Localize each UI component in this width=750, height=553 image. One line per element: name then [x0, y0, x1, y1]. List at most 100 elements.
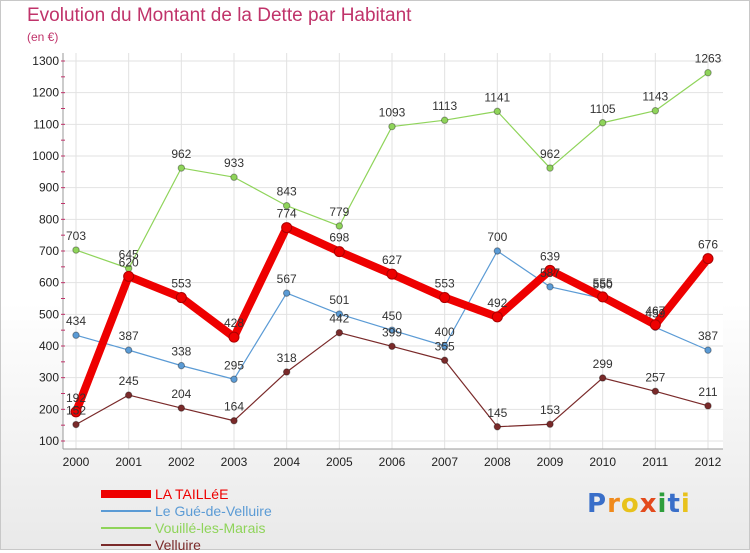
- legend: LA TAILLéE Le Gué-de-Velluire Vouillé-les-…: [101, 485, 272, 553]
- data-point: [704, 346, 712, 354]
- data-point: [440, 356, 449, 364]
- data-label: 1105: [590, 102, 616, 116]
- data-label: 1141: [484, 90, 510, 104]
- y-tick-label: 700: [39, 244, 59, 258]
- data-label: 257: [645, 370, 665, 384]
- legend-swatch: [101, 489, 151, 498]
- data-label: 467: [645, 304, 665, 318]
- y-tick-label: 900: [39, 181, 59, 195]
- data-label: 245: [119, 374, 139, 388]
- data-label: 442: [329, 312, 349, 326]
- data-point: [177, 164, 186, 172]
- data-point: [546, 420, 554, 428]
- x-tick-label: 2010: [589, 455, 616, 469]
- data-label: 676: [698, 238, 718, 252]
- data-label: 434: [66, 314, 86, 328]
- data-label: 567: [277, 272, 297, 286]
- x-tick-label: 2007: [431, 455, 458, 469]
- data-point: [544, 264, 556, 276]
- data-point: [177, 361, 186, 370]
- data-label: 555: [593, 276, 613, 290]
- x-tick-label: 2004: [273, 455, 300, 469]
- data-point: [230, 417, 238, 425]
- legend-swatch: [101, 526, 151, 529]
- data-label: 501: [329, 293, 349, 307]
- x-tick-label: 2005: [326, 455, 353, 469]
- data-label: 843: [277, 185, 297, 199]
- data-point: [72, 246, 80, 254]
- data-point: [546, 164, 554, 172]
- y-tick-label: 1200: [32, 86, 59, 100]
- chart-title: Evolution du Montant de la Dette par Hab…: [27, 5, 412, 26]
- data-point: [651, 107, 660, 115]
- data-point: [651, 387, 660, 395]
- logo-letter: o: [620, 489, 640, 519]
- x-tick-label: 2001: [115, 455, 142, 469]
- y-tick-label: 500: [39, 307, 59, 321]
- data-label: 400: [435, 325, 455, 339]
- data-label: 645: [119, 247, 139, 261]
- data-point: [440, 342, 449, 350]
- data-label: 587: [540, 266, 560, 280]
- data-label: 1113: [432, 99, 457, 113]
- logo-letter: r: [607, 489, 621, 519]
- data-point: [230, 375, 238, 383]
- data-point: [597, 291, 609, 303]
- data-point: [386, 268, 398, 280]
- logo-letter: P: [587, 489, 608, 519]
- data-point: [124, 346, 133, 354]
- data-label: 933: [224, 156, 244, 170]
- data-point: [491, 311, 503, 323]
- data-point: [388, 122, 396, 131]
- x-tick-label: 2003: [221, 455, 248, 469]
- x-tick-label: 2009: [537, 455, 564, 469]
- legend-item: Velluire: [101, 536, 272, 553]
- data-label: 1093: [379, 106, 406, 120]
- data-label: 295: [224, 358, 244, 372]
- data-label: 459: [645, 306, 665, 320]
- data-point: [702, 253, 714, 265]
- data-label: 428: [224, 316, 244, 330]
- data-label: 698: [329, 231, 349, 245]
- data-label: 164: [224, 400, 244, 414]
- data-point: [649, 319, 661, 331]
- data-label: 1263: [695, 52, 722, 66]
- legend-label: LA TAILLéE: [155, 485, 229, 502]
- data-label: 627: [382, 253, 402, 267]
- data-label: 211: [698, 385, 717, 399]
- legend-label: Le Gué-de-Velluire: [155, 502, 272, 519]
- x-tick-label: 2012: [695, 455, 722, 469]
- legend-swatch: [101, 543, 151, 546]
- data-label: 204: [171, 387, 191, 401]
- data-point: [72, 420, 80, 429]
- data-label: 450: [382, 309, 402, 323]
- data-point: [598, 119, 607, 127]
- x-tick-label: 2008: [484, 455, 511, 469]
- data-label: 153: [540, 403, 560, 417]
- data-point: [123, 270, 135, 282]
- data-label: 1143: [642, 90, 668, 104]
- data-point: [70, 406, 82, 418]
- data-point: [230, 173, 238, 181]
- y-tick-label: 800: [39, 212, 59, 226]
- logo-letter: i: [680, 489, 691, 519]
- data-point: [333, 246, 345, 258]
- data-point: [228, 331, 240, 343]
- x-tick-label: 2000: [63, 455, 90, 469]
- data-point: [124, 391, 133, 399]
- data-label: 338: [171, 345, 191, 359]
- x-tick-label: 2006: [379, 455, 406, 469]
- y-tick-label: 1000: [32, 149, 59, 163]
- data-point: [493, 423, 502, 431]
- data-label: 399: [382, 325, 402, 339]
- data-label: 962: [171, 147, 191, 161]
- data-label: 355: [435, 339, 455, 353]
- legend-label: Velluire: [155, 536, 201, 553]
- logo-letter: x: [639, 489, 658, 519]
- legend-item: Vouillé-les-Marais: [101, 519, 272, 536]
- logo-letter: t: [667, 489, 681, 519]
- logo-letter: i: [657, 489, 668, 519]
- data-point: [72, 331, 80, 339]
- data-label: 192: [66, 391, 86, 405]
